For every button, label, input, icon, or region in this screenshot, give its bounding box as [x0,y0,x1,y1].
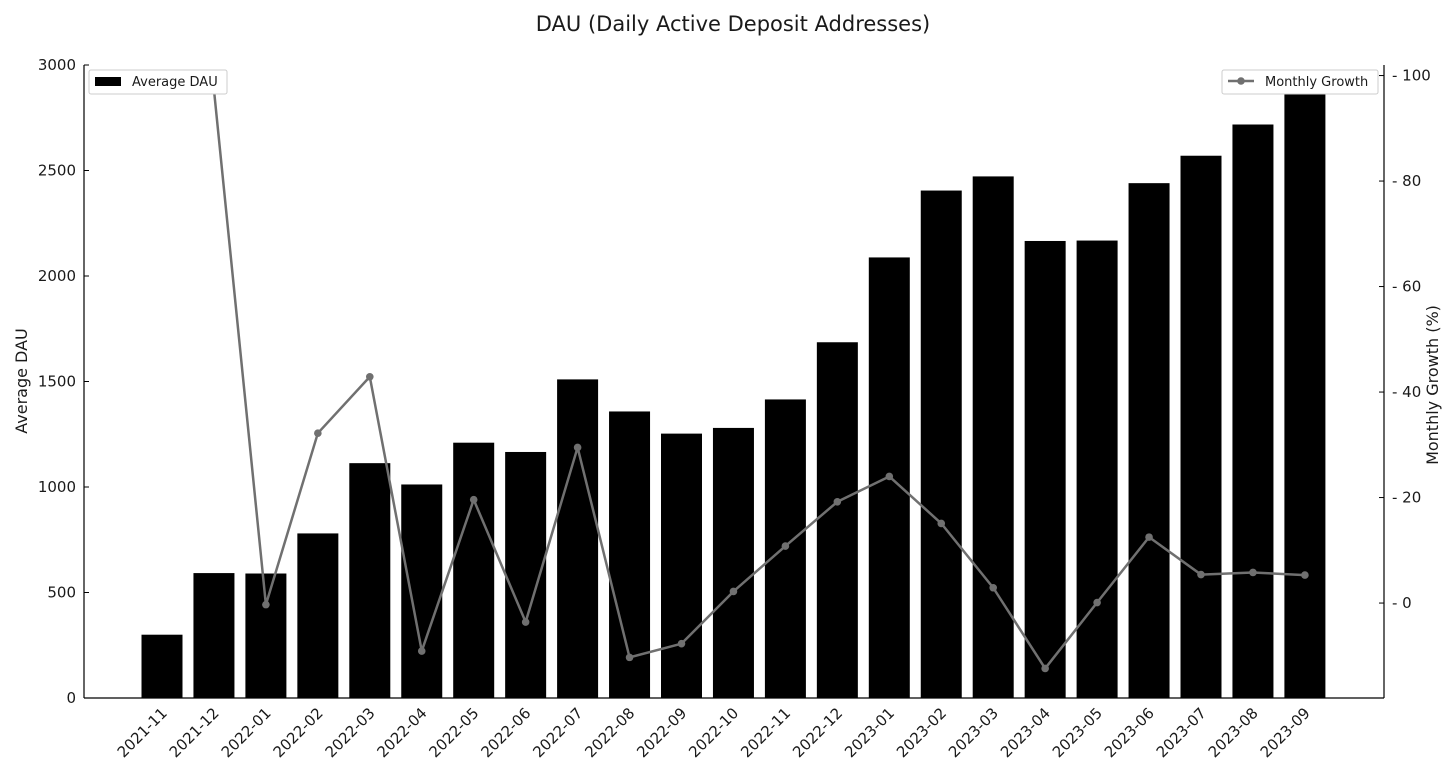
y-axis-label: Average DAU [12,328,31,433]
y2-tick-label-80: - 80 [1392,172,1421,190]
x-tick-label-2022-04: 2022-04 [374,704,431,761]
y2-tick-label-40: - 40 [1392,383,1421,401]
growth-point-2022-01 [262,600,270,609]
y-tick-label-1000: 1000 [38,478,76,496]
bar-2022-09 [661,433,702,698]
y-tick-label-500: 500 [47,584,76,602]
x-tick-label-2023-09: 2023-09 [1257,704,1314,761]
bar-2022-08 [609,411,651,698]
growth-point-2023-02 [937,519,946,528]
legend-bars-label: Average DAU [132,75,218,90]
bar-2022-10 [712,427,754,698]
x-tick-label-2022-07: 2022-07 [529,704,586,761]
legend-line-box [1221,69,1379,95]
x-tick-label-2022-10: 2022-10 [685,704,742,761]
y2-tick-label-20: - 20 [1392,489,1421,507]
x-tick-label-2023-03: 2023-03 [945,704,1002,761]
legend-bars-box [88,69,228,95]
growth-point-2023-06 [1145,533,1153,541]
x-tick-label-2022-08: 2022-08 [581,704,638,761]
x-tick-label-2023-05: 2023-05 [1049,704,1106,761]
y2-axis-label: Monthly Growth (%) [1423,305,1442,465]
bar-2022-07 [557,379,599,698]
legend-line-label: Monthly Growth [1265,75,1368,90]
growth-point-2022-05 [469,495,478,504]
growth-point-2022-02 [314,429,322,437]
bar-2022-05 [453,442,495,698]
growth-point-2023-01 [885,472,894,481]
x-tick-label-2023-04: 2023-04 [997,704,1054,761]
x-tick-label-2021-11: 2021-11 [114,704,171,761]
growth-point-2023-09 [1301,571,1309,579]
y-tick-label-1500: 1500 [38,373,76,391]
bar-2023-07 [1180,155,1222,699]
bar-2022-03 [349,463,391,698]
bar-2021-12 [193,573,235,698]
growth-point-2023-04 [1041,664,1049,673]
bar-2023-05 [1076,240,1118,698]
bar-2022-02 [297,533,339,698]
x-tick-label-2022-06: 2022-06 [477,704,534,761]
bar-2022-04 [401,484,443,698]
x-tick-label-2023-06: 2023-06 [1101,704,1158,761]
x-tick-label-2022-01: 2022-01 [218,704,275,761]
bar-2023-03 [972,176,1014,698]
x-tick-label-2023-07: 2023-07 [1153,704,1210,761]
growth-point-2023-03 [989,583,997,592]
growth-point-2022-03 [366,372,374,381]
bar-2023-08 [1232,124,1274,698]
bar-2021-11 [141,634,183,698]
growth-point-2023-05 [1093,598,1101,607]
growth-point-2022-08 [625,653,634,662]
legend-line: Monthly Growth [1221,69,1379,95]
y2-tick-label-0: - 0 [1392,594,1412,612]
x-tick-label-2022-05: 2022-05 [425,704,482,761]
growth-point-2022-07 [573,443,582,452]
y2-tick-label-60: - 60 [1392,278,1421,296]
growth-point-2022-06 [521,618,530,626]
x-tick-label-2021-12: 2021-12 [166,704,223,761]
bar-2023-04 [1024,240,1066,698]
growth-point-2022-09 [677,639,686,648]
legend-bars: Average DAU [88,69,228,95]
x-tick-label-2022-12: 2022-12 [789,704,846,761]
bar-2023-02 [920,190,962,699]
chart-title: DAU (Daily Active Deposit Addresses) [536,12,931,36]
y-tick-label-2500: 2500 [38,162,76,180]
x-tick-label-2023-01: 2023-01 [841,704,898,761]
growth-line-layer [210,85,1309,673]
bar-2022-12 [816,342,858,698]
x-tick-label-2022-02: 2022-02 [270,704,327,761]
x-tick-label-2023-02: 2023-02 [893,704,950,761]
x-tick-label-2022-11: 2022-11 [737,704,794,761]
growth-point-2023-08 [1249,568,1257,577]
y-tick-label-3000: 3000 [38,56,76,74]
growth-point-2022-12 [833,497,842,506]
legend-bars-swatch [95,77,121,86]
x-tick-label-2022-09: 2022-09 [633,704,690,761]
growth-line [212,89,1305,670]
x-tick-label-2023-08: 2023-08 [1205,704,1262,761]
y2-tick-label-100: - 100 [1392,67,1431,85]
growth-point-2022-10 [729,587,738,596]
legend-line-marker [1237,77,1245,85]
x-tick-label-2022-03: 2022-03 [322,704,379,761]
growth-point-2022-04 [417,647,426,655]
growth-point-2023-07 [1197,570,1205,579]
bars-layer [141,94,1326,699]
growth-point-2022-11 [781,542,790,550]
bar-2023-06 [1128,183,1170,698]
y-tick-label-0: 0 [66,689,76,707]
y-tick-label-2000: 2000 [38,267,76,285]
bar-2023-09 [1284,94,1326,699]
